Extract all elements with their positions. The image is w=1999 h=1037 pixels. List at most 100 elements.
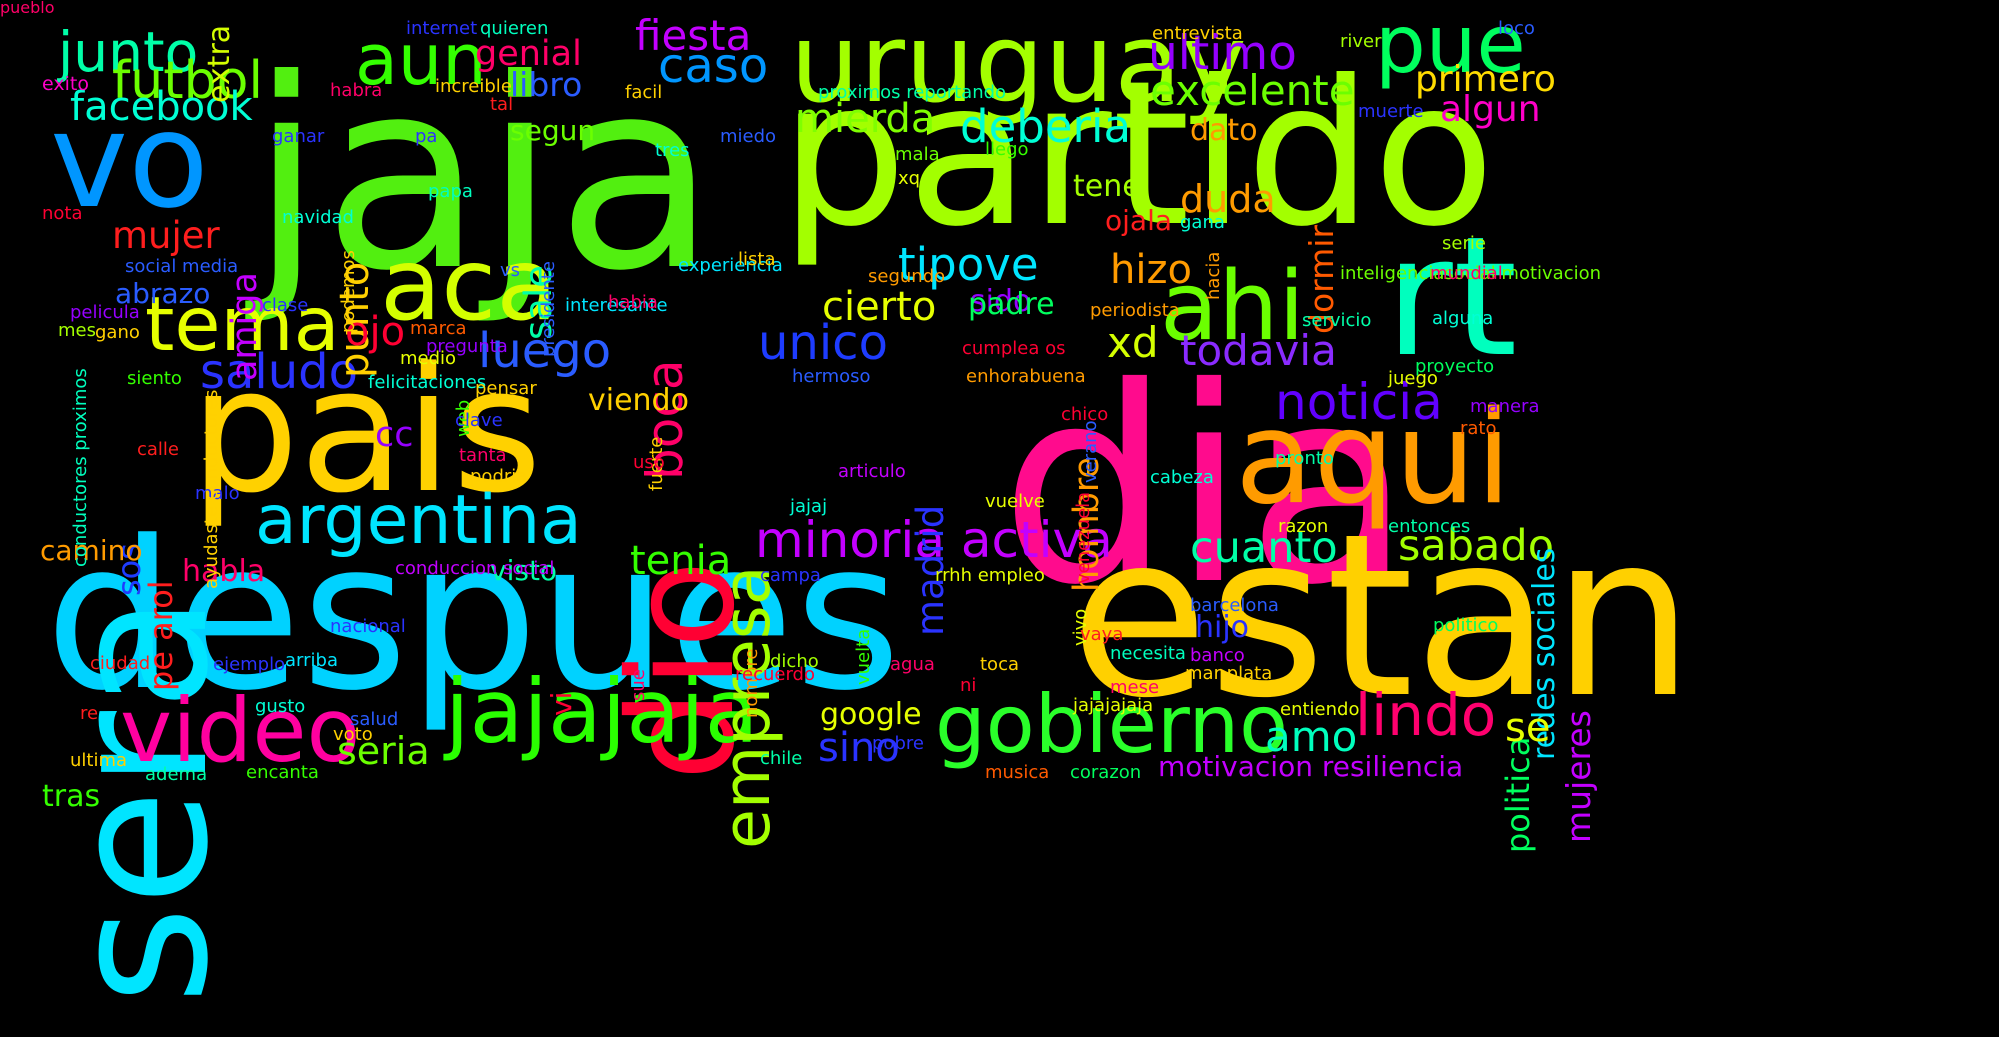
word-tanta: tanta (459, 445, 507, 466)
word-caso: caso (658, 38, 769, 94)
word-politico: politico (1433, 615, 1499, 636)
word-aun: aun (355, 19, 487, 101)
word-calle: calle (137, 439, 180, 460)
word-tema: tema (145, 280, 340, 368)
word-uruguay: uruguay (790, 0, 1247, 127)
word-ayudaste-conductores: ayudaste conductores (201, 389, 222, 589)
word-proximos-reportando: proximos reportando (818, 82, 1007, 103)
word-presidente: presidente (538, 261, 559, 357)
word-habla: habla (182, 554, 266, 589)
word-despues: despues (45, 498, 902, 736)
word-alguna: alguna (1432, 308, 1494, 329)
word-futbol: futbol (112, 51, 263, 111)
word-pa: pa (415, 126, 438, 147)
word-mundial: mundial (1430, 263, 1503, 284)
word-mierda: mierda (795, 96, 936, 142)
word-proyecto: proyecto (1415, 356, 1495, 377)
word-facil: facil (625, 82, 663, 103)
word-nota: nota (42, 203, 83, 224)
word-ojala: ojala (1105, 204, 1173, 237)
word-duda: duda (1180, 177, 1276, 221)
word-sido: sido (970, 284, 1032, 319)
word-vaya: vaya (1080, 624, 1124, 645)
word-rt: rt (1385, 201, 1518, 393)
word-fiesta: fiesta (635, 11, 752, 60)
word-tres: tres (655, 140, 690, 161)
word-jajajaja: jajajaja (445, 660, 759, 763)
word-seria: seria (337, 729, 430, 773)
word-conduccion-social: conduccion social (395, 558, 555, 579)
word-podria: podria (470, 466, 528, 487)
word-uso: uso (633, 452, 665, 473)
word-jajaj: jajaj (790, 496, 828, 517)
word-tal: tal (490, 94, 514, 115)
word-chico: chico (1061, 404, 1109, 425)
word-xd: xd (1107, 318, 1159, 367)
word-recuerdo: recuerdo (735, 664, 815, 685)
word-navidad: navidad (282, 207, 354, 228)
word-excelente: excelente (1150, 66, 1355, 115)
word-jaja: jaja (250, 23, 717, 328)
word-inteligenciasocial-motivacion: inteligenciasocial motivacion (1340, 263, 1602, 284)
word-pregunta: pregunta (426, 336, 508, 357)
word-xq: xq (898, 168, 921, 189)
word-amo: amo (1265, 712, 1358, 761)
word-enhorabuena: enhorabuena (966, 366, 1086, 387)
word-nacional: nacional (330, 616, 406, 637)
word-agua: agua (890, 654, 935, 675)
word-aqui: aqui (1235, 384, 1512, 533)
word-segundo: segundo (868, 266, 946, 287)
word-estan: estan (1070, 486, 1695, 748)
word-visto: visto (490, 554, 558, 587)
word-experiencia: experiencia (678, 255, 783, 276)
word-motivacion-resiliencia: motivacion resiliencia (1158, 750, 1464, 783)
word-servicio: servicio (1302, 310, 1372, 331)
word-toca: toca (980, 654, 1019, 675)
word-aca: aca (380, 226, 558, 343)
word-lindo: lindo (1355, 681, 1497, 749)
word-hermoso: hermoso (792, 366, 871, 387)
word-pronto: pronto (1275, 448, 1334, 469)
word-muerte: muerte (1358, 101, 1424, 122)
word-video: video (120, 679, 361, 782)
word-verano: verano (1080, 420, 1101, 483)
word-adema: adema (145, 764, 208, 785)
word-voto: voto (333, 724, 373, 745)
word-vo: vo (50, 84, 209, 238)
word-corazon: corazon (1070, 762, 1142, 783)
word-noticia: noticia (1275, 373, 1443, 431)
word-ni: ni (960, 675, 977, 696)
word-pensar: pensar (475, 378, 537, 399)
word-articulo: articulo (838, 461, 906, 482)
word-ahi: ahi (1160, 252, 1305, 362)
word-facebook: facebook (70, 84, 253, 130)
word-cc: cc (375, 415, 414, 455)
word-llego: llego (985, 139, 1029, 160)
word-hijo: hijo (1195, 610, 1250, 645)
word-papa: papa (428, 181, 473, 202)
word-vuelve: vuelve (985, 491, 1045, 512)
word-razon: razon (1278, 516, 1329, 537)
word-gana: gana (1180, 212, 1225, 233)
word-mujeres: mujeres (1559, 710, 1598, 843)
word-chile: chile (760, 748, 803, 769)
word-ciudad: ciudad (90, 653, 151, 674)
word-pobre: pobre (872, 733, 924, 754)
word-sino: sino (818, 725, 900, 771)
word-entiendo: entiendo (1280, 699, 1360, 720)
word-pelicula: pelicula (70, 302, 140, 323)
word-minoria-activa: minoria activa (755, 511, 1113, 569)
word-vi: vi (545, 691, 578, 716)
word-amiga: amiga (225, 272, 265, 381)
word-ganar: ganar (272, 126, 325, 147)
word-campa: campa (760, 565, 821, 586)
word-sabado: sabado (1398, 521, 1555, 571)
word-social-media: social media (125, 256, 239, 277)
word-cabeza: cabeza (1150, 467, 1214, 488)
word-gusto: gusto (255, 696, 306, 717)
word-camino: camino (40, 534, 143, 567)
word-tipove: tipove (898, 238, 1039, 291)
word-dicho: dicho (770, 651, 819, 672)
word-dato: dato (1190, 113, 1258, 148)
word-habra: habra (330, 80, 383, 101)
